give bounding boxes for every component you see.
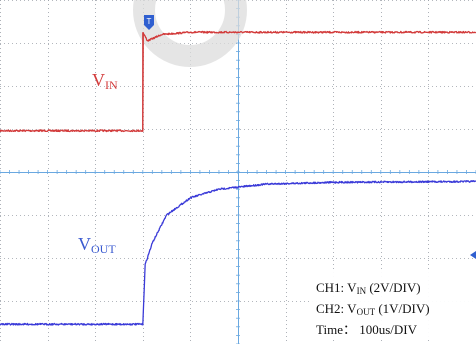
trigger-marker: T <box>144 15 154 30</box>
time-setting: Time： 100us/DIV <box>316 322 418 337</box>
ch1-setting: CH1: VIN (2V/DIV) <box>316 280 421 296</box>
settings-panel <box>311 271 473 339</box>
trigger-marker-label: T <box>147 17 152 26</box>
vout-label: VOUT <box>78 234 116 256</box>
traces <box>0 30 476 326</box>
vin-label: VIN <box>92 70 118 92</box>
vout-trace <box>0 180 476 326</box>
trigger-level-arrow <box>470 251 476 259</box>
watermark-logo <box>133 0 247 67</box>
vin-trace <box>0 30 476 133</box>
ch2-setting: CH2: VOUT (1V/DIV) <box>316 301 430 317</box>
